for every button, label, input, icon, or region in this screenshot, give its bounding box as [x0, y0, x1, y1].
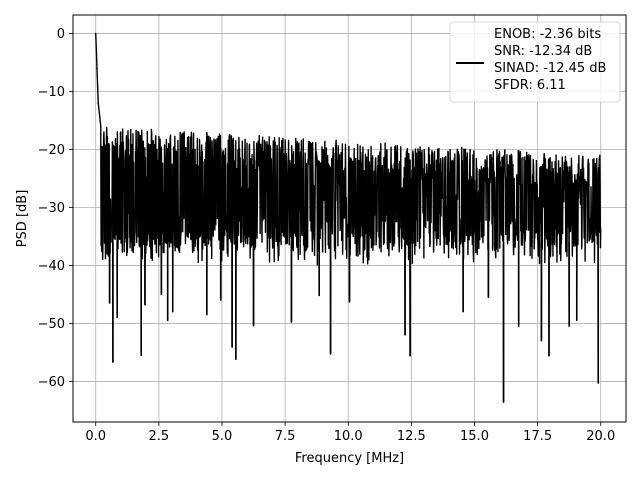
- legend-box: [449, 21, 621, 103]
- legend: ENOB: -2.36 bits SNR: -12.34 dB SINAD: -12…: [449, 21, 621, 103]
- x-tick-label: 12.5: [397, 429, 426, 444]
- legend-entry: SINAD: -12.45 dB: [494, 61, 606, 76]
- x-axis: 0.0 2.5 5.0 7.5 10.0 12.5 15.0 17.5 20.0: [85, 422, 615, 444]
- y-tick-label: 0: [57, 27, 65, 42]
- y-tick-label: −10: [38, 85, 65, 100]
- x-tick-label: 15.0: [460, 429, 489, 444]
- legend-entry: ENOB: -2.36 bits: [494, 27, 601, 42]
- x-tick-label: 20.0: [586, 429, 615, 444]
- y-axis-label: PSD [dB]: [15, 190, 30, 248]
- x-tick-label: 0.0: [85, 429, 106, 444]
- peak-point: [94, 32, 97, 35]
- axes-frame: [72, 14, 627, 423]
- x-tick-label: 2.5: [149, 429, 170, 444]
- peak-point: [96, 67, 98, 70]
- x-tick-label: 5.0: [212, 429, 233, 444]
- y-tick-label: −40: [38, 259, 65, 274]
- x-axis-label: Frequency [MHz]: [295, 451, 404, 466]
- legend-entry: SNR: -12.34 dB: [494, 44, 592, 59]
- peak-point: [97, 102, 100, 104]
- peak-point: [99, 125, 102, 128]
- y-tick-label: −50: [38, 317, 65, 332]
- psd-series: [94, 32, 602, 403]
- plot-area: [94, 32, 602, 403]
- y-axis: 0 −10 −20 −30 −40 −50 −60: [38, 27, 73, 390]
- y-tick-label: −60: [38, 375, 65, 390]
- y-tick-label: −20: [38, 143, 65, 158]
- x-tick-label: 7.5: [275, 429, 296, 444]
- legend-entry: SFDR: 6.11: [494, 78, 566, 93]
- x-tick-label: 17.5: [523, 429, 552, 444]
- x-tick-label: 10.0: [334, 429, 363, 444]
- y-tick-label: −30: [38, 201, 65, 216]
